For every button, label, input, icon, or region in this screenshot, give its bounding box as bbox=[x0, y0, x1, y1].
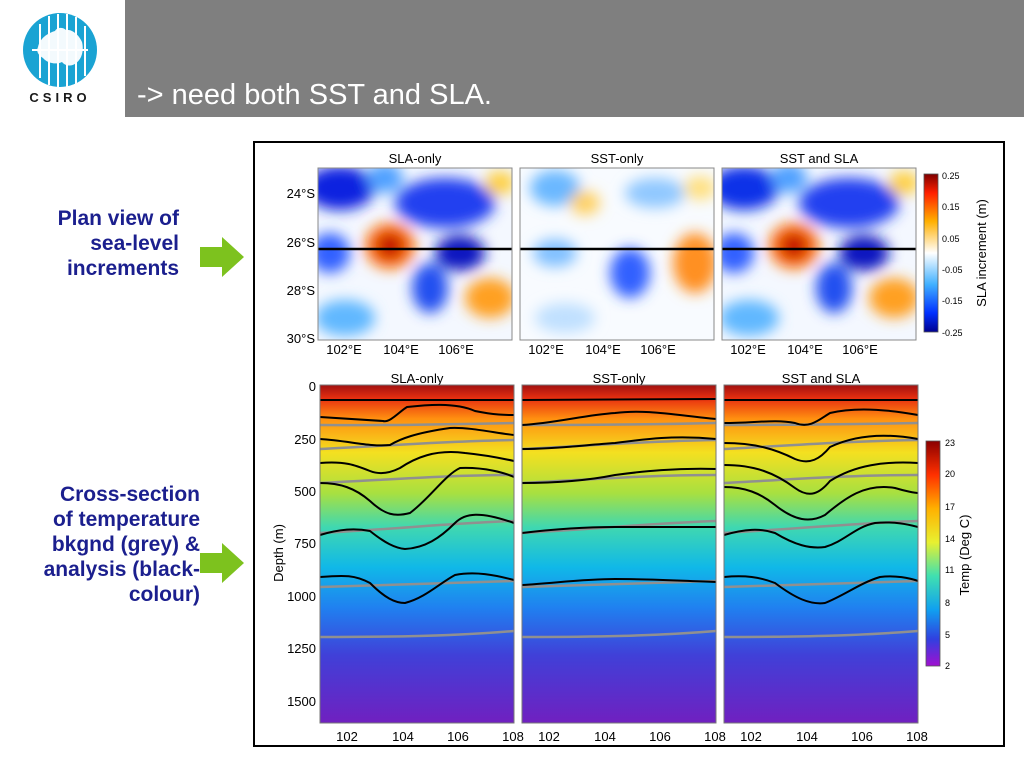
map-title-sst-only: SST-only bbox=[591, 151, 644, 166]
depth-tick-500: 500 bbox=[294, 484, 316, 499]
temp-cbar-tick-17: 17 bbox=[945, 502, 955, 512]
section-title-sla-only: SLA-only bbox=[391, 371, 444, 386]
map3-lon-tick-102e: 102°E bbox=[730, 342, 766, 357]
slide-title: -> need both SST and SLA. bbox=[137, 79, 492, 111]
arrow-right-icon bbox=[200, 543, 244, 583]
temp-cbar-tick-11: 11 bbox=[945, 565, 954, 575]
sla-cbar-tick-1: 0.15 bbox=[942, 202, 960, 212]
map1-lon-tick-102e: 102°E bbox=[326, 342, 362, 357]
map2-lon-tick-106e: 106°E bbox=[640, 342, 676, 357]
sec2-lon-tick-104: 104 bbox=[594, 729, 616, 744]
map2-lon-tick-104e: 104°E bbox=[585, 342, 621, 357]
section-title-sst-and-sla: SST and SLA bbox=[782, 371, 861, 386]
header-bar bbox=[125, 0, 1024, 117]
section-panel-sst-and-sla bbox=[723, 385, 919, 723]
csiro-logo: CSIRO bbox=[0, 0, 125, 117]
map-title-sst-and-sla: SST and SLA bbox=[780, 151, 859, 166]
temp-cbar-tick-5: 5 bbox=[945, 630, 950, 640]
map1-lon-tick-104e: 104°E bbox=[383, 342, 419, 357]
sla-cbar-tick-4: -0.15 bbox=[942, 296, 963, 306]
temp-colorbar-label: Temp (Deg C) bbox=[957, 515, 972, 596]
temp-cbar-tick-8: 8 bbox=[945, 598, 950, 608]
figure-canvas: SLA-only SST-only SST and SLA bbox=[271, 151, 989, 744]
depth-tick-1500: 1500 bbox=[287, 694, 316, 709]
sec2-lon-tick-106: 106 bbox=[649, 729, 671, 744]
temp-cbar-tick-2: 2 bbox=[945, 661, 950, 671]
caption-cross-section: Cross-section of temperature bkgnd (grey… bbox=[43, 483, 200, 606]
depth-tick-1000: 1000 bbox=[287, 589, 316, 604]
sla-cbar-tick-3: -0.05 bbox=[942, 265, 963, 275]
sec1-lon-tick-102: 102 bbox=[336, 729, 358, 744]
depth-tick-1250: 1250 bbox=[287, 641, 316, 656]
depth-tick-250: 250 bbox=[294, 432, 316, 447]
sla-sst-figure: SLA-only SST-only SST and SLA bbox=[253, 141, 1005, 747]
sla-colorbar-label: SLA increment (m) bbox=[974, 199, 989, 307]
depth-tick-750: 750 bbox=[294, 536, 316, 551]
sec1-lon-tick-106: 106 bbox=[447, 729, 469, 744]
sec3-lon-tick-106: 106 bbox=[851, 729, 873, 744]
csiro-logo-mark bbox=[23, 13, 97, 87]
sec2-lon-tick-102: 102 bbox=[538, 729, 560, 744]
sla-cbar-tick-5: -0.25 bbox=[942, 328, 963, 338]
temp-cbar-tick-23: 23 bbox=[945, 438, 955, 448]
map-panel-sst-only bbox=[520, 168, 714, 340]
map-panel-sla-only bbox=[318, 168, 512, 340]
sla-colorbar bbox=[923, 173, 939, 333]
sec3-lon-tick-102: 102 bbox=[740, 729, 762, 744]
section-panel-sst-only bbox=[521, 385, 717, 723]
temp-colorbar bbox=[925, 440, 941, 667]
temp-cbar-tick-14: 14 bbox=[945, 534, 955, 544]
sec3-lon-tick-104: 104 bbox=[796, 729, 818, 744]
temp-cbar-tick-20: 20 bbox=[945, 469, 955, 479]
lat-tick-28s: 28°S bbox=[287, 283, 316, 298]
depth-tick-0: 0 bbox=[309, 379, 316, 394]
map2-lon-tick-102e: 102°E bbox=[528, 342, 564, 357]
map-panel-sst-and-sla bbox=[722, 168, 916, 340]
depth-axis-label: Depth (m) bbox=[271, 524, 286, 582]
arrow-right-icon bbox=[200, 237, 244, 277]
logo-wordmark: CSIRO bbox=[29, 90, 91, 105]
map3-lon-tick-104e: 104°E bbox=[787, 342, 823, 357]
section-panel-sla-only bbox=[319, 385, 515, 723]
map3-lon-tick-106e: 106°E bbox=[842, 342, 878, 357]
lat-tick-26s: 26°S bbox=[287, 235, 316, 250]
caption-plan-view: Plan view of sea-level increments bbox=[57, 207, 179, 280]
sla-cbar-tick-0: 0.25 bbox=[942, 171, 960, 181]
sla-cbar-tick-2: 0.05 bbox=[942, 234, 960, 244]
lat-tick-30s: 30°S bbox=[287, 331, 316, 346]
map1-lon-tick-106e: 106°E bbox=[438, 342, 474, 357]
section-title-sst-only: SST-only bbox=[593, 371, 646, 386]
lat-tick-24s: 24°S bbox=[287, 186, 316, 201]
sec1-lon-tick-104: 104 bbox=[392, 729, 414, 744]
sec1-lon-tick-108: 108 bbox=[502, 729, 524, 744]
map-title-sla-only: SLA-only bbox=[389, 151, 442, 166]
sec2-lon-tick-108: 108 bbox=[704, 729, 726, 744]
sec3-lon-tick-108: 108 bbox=[906, 729, 928, 744]
